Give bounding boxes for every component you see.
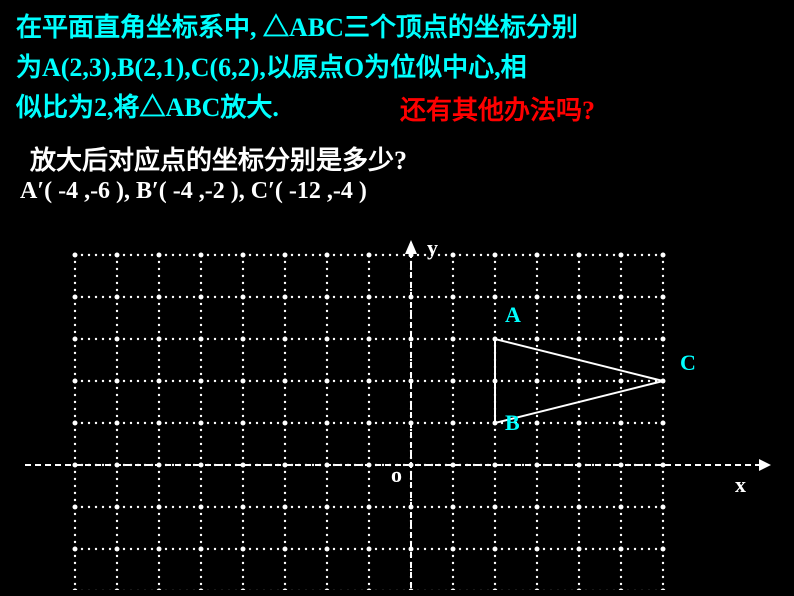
problem-line1: 在平面直角坐标系中, △ABC三个顶点的坐标分别 <box>16 8 578 47</box>
problem-line2: 为A(2,3),B(2,1),C(6,2),以原点O为位似中心,相 <box>16 48 527 87</box>
origin-label: o <box>391 462 402 488</box>
coordinate-graph <box>15 240 779 590</box>
point-b-label: B <box>505 410 520 436</box>
graph-container: y x o A B C <box>15 240 779 590</box>
point-a-label: A <box>505 302 521 328</box>
hint-text: 还有其他办法吗? <box>400 90 595 127</box>
x-axis-label: x <box>735 472 746 498</box>
y-axis-label: y <box>427 235 438 261</box>
question-text: 放大后对应点的坐标分别是多少? <box>30 140 407 177</box>
answer-text: A′( -4 ,-6 ), B′( -4 ,-2 ), C′( -12 ,-4 … <box>20 178 367 205</box>
problem-line3: 似比为2,将△ABC放大. <box>16 88 279 127</box>
point-c-label: C <box>680 350 696 376</box>
